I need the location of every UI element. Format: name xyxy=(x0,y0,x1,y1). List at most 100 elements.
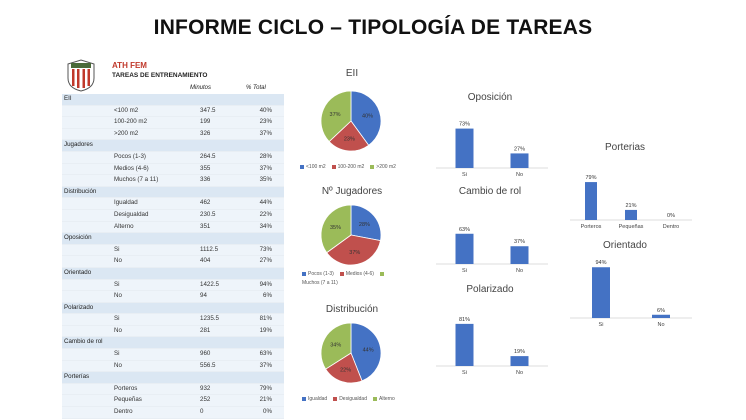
table-group-row: Porterías xyxy=(62,372,284,384)
legend-label: Alterno xyxy=(379,396,395,402)
legend-swatch xyxy=(339,271,344,276)
legend-item: Igualdad xyxy=(302,396,327,402)
legend-item: Medios (4-6) xyxy=(339,271,374,277)
bar-value-label: 63% xyxy=(459,227,470,233)
row-percent: 37% xyxy=(259,129,272,137)
bar-value-label: 21% xyxy=(625,203,636,209)
pie-slice xyxy=(320,90,352,143)
bar-chart-oposicion: 73% Si 27% No xyxy=(436,122,548,178)
data-table-panel: ATH FEM TAREAS DE ENTRENAMIENTO Minutos … xyxy=(62,55,284,419)
category-label: Porteros xyxy=(581,224,602,230)
category-label: No xyxy=(657,322,664,328)
legend-item: <100 m2 xyxy=(300,164,326,170)
row-percent: 23% xyxy=(259,118,272,126)
row-label: Si xyxy=(114,350,120,358)
bar-chart-cambio-rol: 63% Si 37% No xyxy=(436,227,548,274)
legend-swatch xyxy=(333,396,338,401)
group-label: Orientado xyxy=(64,268,92,276)
pie-slice-label: 23% xyxy=(344,136,355,142)
bar xyxy=(455,128,474,168)
row-label: 100-200 m2 xyxy=(114,118,148,126)
table-row: 100-200 m2 199 23% xyxy=(62,117,284,129)
bar-chart-polarizado: 81% Si 19% No xyxy=(436,317,548,376)
pie-slice-label: 22% xyxy=(340,368,351,374)
group-label: Oposición xyxy=(64,234,92,242)
row-percent: 28% xyxy=(259,152,272,160)
row-minutes: 932 xyxy=(200,384,211,392)
legend-item: Pocos (1-3) xyxy=(302,271,334,277)
table-row: No 281 19% xyxy=(62,325,284,338)
table-row: Desigualdad 230.5 22% xyxy=(62,209,284,222)
table-row: <100 m2 347.5 40% xyxy=(62,105,284,118)
row-label: Si xyxy=(114,245,120,253)
row-percent: 37% xyxy=(259,361,272,369)
bar xyxy=(455,233,474,264)
group-label: Polarizado xyxy=(64,303,94,311)
club-crest-icon xyxy=(67,59,95,92)
table-group-row: Polarizado xyxy=(62,302,284,315)
bar xyxy=(625,209,637,220)
pie-slice-label: 40% xyxy=(362,114,373,120)
row-label: No xyxy=(114,326,122,334)
row-percent: 21% xyxy=(259,396,272,404)
table-row: >200 m2 326 37% xyxy=(62,128,284,141)
row-minutes: 347.5 xyxy=(200,106,216,114)
pie-slice xyxy=(350,90,382,146)
legend-swatch xyxy=(379,271,384,276)
table-group-row: EII xyxy=(62,94,284,106)
pie-slice-label: 44% xyxy=(363,348,374,354)
group-label: Porterías xyxy=(64,373,90,381)
row-label: Alterno xyxy=(114,222,134,230)
bar-oposicion-title: Oposición xyxy=(467,92,513,103)
row-minutes: 404 xyxy=(200,257,211,265)
row-percent: 44% xyxy=(259,199,272,207)
bar-value-label: 0% xyxy=(667,213,675,219)
table-subtitle: TAREAS DE ENTRENAMIENTO xyxy=(112,72,208,79)
row-percent: 6% xyxy=(263,292,272,300)
table-row: No 404 27% xyxy=(62,256,284,268)
table-row: Dentro 0 0% xyxy=(62,407,284,419)
legend-label: >200 m2 xyxy=(376,164,396,170)
pie-slice xyxy=(350,204,382,242)
row-percent: 22% xyxy=(259,210,272,218)
group-label: Jugadores xyxy=(64,141,93,149)
row-label: Si xyxy=(114,315,120,323)
pie-slice-label: 37% xyxy=(349,250,360,256)
bar-value-label: 6% xyxy=(657,308,665,314)
bar xyxy=(510,246,529,264)
col-header-total: % Total xyxy=(246,85,266,91)
row-minutes: 1235.5 xyxy=(200,315,219,323)
pie-slice xyxy=(320,204,352,254)
table-rows: EII <100 m2 347.5 40% 100-200 m2 199 23% >200 m… xyxy=(62,94,284,419)
category-label: Dentro xyxy=(663,224,680,230)
legend-label: <100 m2 xyxy=(306,164,326,170)
legend-swatch xyxy=(300,164,304,169)
bar-chart-porterias: 79% Porteros 21% Pequeñas 0% Dentro xyxy=(570,175,692,230)
table-row: Alterno 351 34% xyxy=(62,221,284,234)
row-minutes: 94 xyxy=(200,292,207,300)
bar-value-label: 79% xyxy=(585,175,596,181)
team-name: ATH FEM xyxy=(112,61,147,70)
bar-orientado-title: Orientado xyxy=(603,240,647,251)
bar-value-label: 81% xyxy=(459,317,470,323)
table-row: Medios (4-6) 355 37% xyxy=(62,163,284,176)
legend-swatch xyxy=(370,164,375,169)
pie-slice xyxy=(326,234,381,266)
row-label: Medios (4-6) xyxy=(114,164,149,172)
table-row: Si 1235.5 81% xyxy=(62,314,284,326)
pie-distribucion-title: Distribución xyxy=(325,304,379,315)
row-label: Porteros xyxy=(114,384,138,392)
table-group-row: Orientado xyxy=(62,267,284,280)
row-label: Muchos (7 a 11) xyxy=(114,176,159,184)
legend-item: Muchos (7 a 11) xyxy=(302,271,386,286)
pie-chart-distribucion: 44% 22% 34% xyxy=(320,322,382,384)
row-percent: 27% xyxy=(259,257,272,265)
bar xyxy=(592,267,610,318)
legend-swatch xyxy=(331,164,336,169)
row-minutes: 556.5 xyxy=(200,361,216,369)
pie-slice-label: 35% xyxy=(330,225,341,231)
table-row: Pequeñas 252 21% xyxy=(62,395,284,408)
table-row: Si 1112.5 73% xyxy=(62,244,284,257)
row-minutes: 462 xyxy=(200,199,211,207)
legend-item: Alterno xyxy=(373,396,395,402)
